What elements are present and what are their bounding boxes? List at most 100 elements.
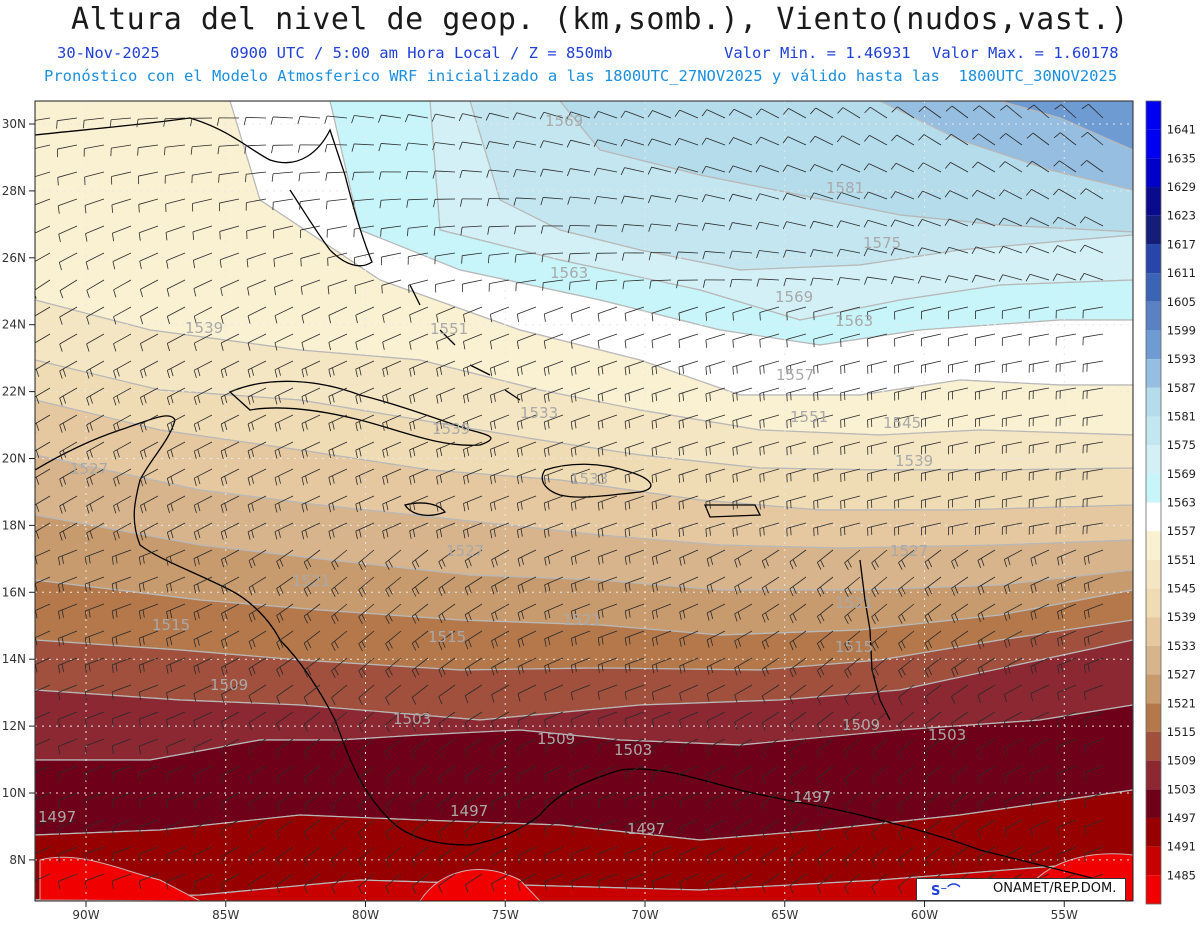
contour-label-1497: 1497 bbox=[627, 820, 665, 838]
colorbar-swatch bbox=[1146, 215, 1161, 245]
contour-label-1515: 1515 bbox=[835, 638, 873, 656]
contour-label-1509: 1509 bbox=[537, 730, 575, 748]
colorbar-label: 1623 bbox=[1167, 209, 1196, 223]
colorbar-swatch bbox=[1146, 416, 1161, 446]
contour-label-1569: 1569 bbox=[775, 288, 813, 306]
coastline bbox=[403, 502, 447, 516]
colorbar-label: 1551 bbox=[1167, 553, 1196, 567]
lon-label: 55W bbox=[1051, 908, 1078, 922]
colorbar-swatch bbox=[1146, 789, 1161, 818]
contour-label-1557: 1557 bbox=[776, 366, 814, 384]
colorbar-swatch bbox=[1146, 703, 1161, 732]
contour-label-1551: 1551 bbox=[790, 408, 828, 426]
colorbar-label: 1641 bbox=[1167, 123, 1196, 137]
colorbar-label: 1593 bbox=[1167, 352, 1196, 366]
colorbar-label: 1539 bbox=[1167, 610, 1196, 624]
colorbar-swatch bbox=[1146, 445, 1161, 474]
colorbar-swatch bbox=[1146, 760, 1161, 790]
colorbar-label: 1611 bbox=[1167, 266, 1196, 280]
colorbar-label: 1491 bbox=[1167, 840, 1196, 854]
colorbar-label: 1635 bbox=[1167, 151, 1196, 165]
map-title: Altura del nivel de geop. (km,somb.), Vi… bbox=[70, 2, 1129, 37]
forecast-time: 0900 UTC / 5:00 am Hora Local / Z = 850m… bbox=[230, 44, 613, 62]
colorbar-swatch bbox=[1146, 158, 1161, 188]
colorbar-label: 1557 bbox=[1167, 524, 1196, 538]
colorbar-label: 1503 bbox=[1167, 782, 1196, 796]
geopotential-field bbox=[35, 101, 1133, 901]
colorbar-label: 1509 bbox=[1167, 754, 1196, 768]
colorbar-swatch bbox=[1146, 387, 1161, 417]
colorbar-label: 1497 bbox=[1167, 811, 1196, 825]
coastline bbox=[704, 504, 762, 518]
coastline bbox=[35, 415, 541, 846]
lon-label: 70W bbox=[631, 908, 658, 922]
colorbar-label: 1521 bbox=[1167, 696, 1196, 710]
contour-label-1521: 1521 bbox=[563, 611, 601, 629]
colorbar-swatch bbox=[1146, 531, 1161, 560]
forecast-date: 30-Nov-2025 bbox=[57, 44, 160, 62]
colorbar-swatch bbox=[1146, 273, 1161, 302]
contour-label-1521: 1521 bbox=[835, 594, 873, 612]
colorbar-label: 1599 bbox=[1167, 323, 1196, 337]
map-frame bbox=[34, 100, 1134, 902]
contour-label-1521: 1521 bbox=[292, 572, 330, 590]
coastline bbox=[859, 559, 891, 721]
colorbar-swatch bbox=[1146, 502, 1161, 532]
onamet-logo-icon: S⁻⌒ bbox=[931, 884, 961, 899]
colorbar-swatch bbox=[1146, 674, 1161, 704]
lat-label: 30N bbox=[2, 117, 26, 131]
lat-label: 24N bbox=[2, 318, 26, 332]
colorbar-swatch bbox=[1146, 559, 1161, 589]
colorbar-label: 1563 bbox=[1167, 496, 1196, 510]
lat-label: 8N bbox=[9, 853, 26, 867]
colorbar-swatch bbox=[1146, 330, 1161, 360]
contour-label-1503: 1503 bbox=[928, 726, 966, 744]
colorbar-label: 1515 bbox=[1167, 725, 1196, 739]
contour-label-1497: 1497 bbox=[793, 788, 831, 806]
colorbar-label: 1581 bbox=[1167, 409, 1196, 423]
colorbar-swatch bbox=[1146, 301, 1161, 331]
lat-label: 10N bbox=[2, 786, 26, 800]
lon-label: 90W bbox=[72, 908, 99, 922]
credit-box: S⁻⌒ ONAMET/REP.DOM. bbox=[916, 878, 1126, 901]
contour-label-1581: 1581 bbox=[826, 179, 864, 197]
lon-label: 85W bbox=[212, 908, 239, 922]
contour-label-1503: 1503 bbox=[614, 741, 652, 759]
contour-label-1503: 1503 bbox=[393, 710, 431, 728]
contour-label-1515: 1515 bbox=[152, 616, 190, 634]
coastline bbox=[228, 380, 492, 446]
colorbar-swatch bbox=[1146, 875, 1161, 904]
lon-label: 75W bbox=[492, 908, 519, 922]
contour-label-1539: 1539 bbox=[895, 452, 933, 470]
colorbar-swatch bbox=[1146, 846, 1161, 876]
map-axes: 90W 85W 80W 75W 70W 65W 60W 55W 30N 28N 26N 24N 22N 2… bbox=[2, 117, 1078, 922]
coastline bbox=[539, 768, 1101, 881]
colorbar-swatch bbox=[1146, 244, 1161, 274]
colorbar-label: 1617 bbox=[1167, 237, 1196, 251]
lat-label: 22N bbox=[2, 385, 26, 399]
colorbar-swatch bbox=[1146, 359, 1161, 388]
contour-label-1545: 1545 bbox=[883, 414, 921, 432]
contour-label-1527: 1527 bbox=[70, 460, 108, 478]
contour-label-1563: 1563 bbox=[835, 312, 873, 330]
colorbar-label: 1605 bbox=[1167, 295, 1196, 309]
lat-label: 14N bbox=[2, 652, 26, 666]
coastline bbox=[35, 117, 373, 267]
colorbar-swatch bbox=[1146, 731, 1161, 761]
lat-label: 28N bbox=[2, 184, 26, 198]
colorbar-label: 1587 bbox=[1167, 381, 1196, 395]
colorbar-swatch bbox=[1146, 817, 1161, 847]
min-value: Valor Min. = 1.46931 bbox=[724, 44, 911, 62]
contour-label-1527: 1527 bbox=[446, 542, 484, 560]
contour-label-1539: 1539 bbox=[185, 319, 223, 337]
lon-label: 80W bbox=[352, 908, 379, 922]
wind-barbs bbox=[35, 103, 1104, 895]
colorbar-swatch bbox=[1146, 473, 1161, 503]
colorbar-swatch bbox=[1146, 129, 1161, 159]
contour-label-1533: 1533 bbox=[520, 404, 558, 422]
coastlines bbox=[35, 117, 1101, 881]
contour-label-1575: 1575 bbox=[863, 234, 901, 252]
lat-label: 16N bbox=[2, 585, 26, 599]
contour-label-1551: 1551 bbox=[430, 320, 468, 338]
credit-text: ONAMET/REP.DOM. bbox=[993, 881, 1117, 896]
